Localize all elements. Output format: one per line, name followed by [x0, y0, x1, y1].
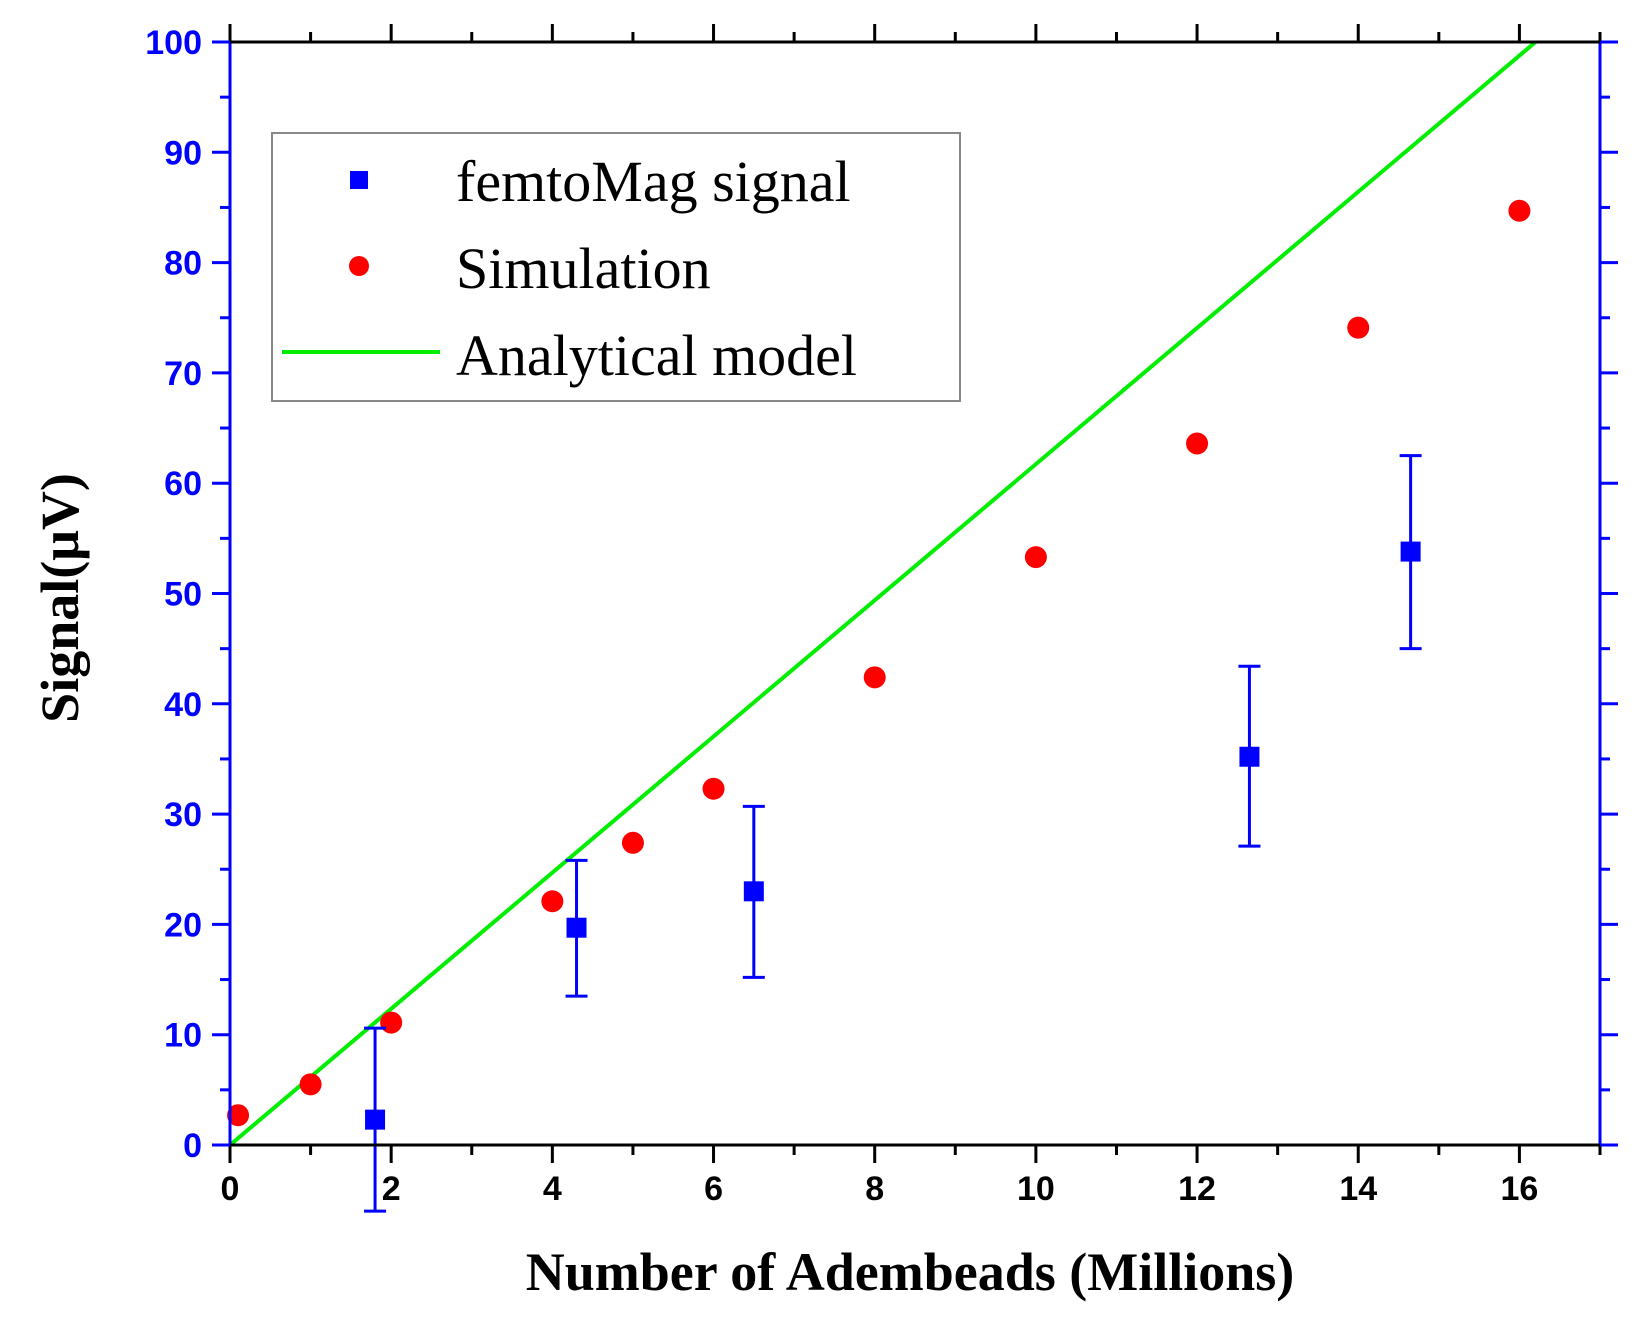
- simulation-point: [380, 1011, 403, 1034]
- legend-marker-simulation: [349, 256, 369, 276]
- y-tick-label: 60: [164, 465, 202, 503]
- y-tick-label: 20: [164, 906, 202, 944]
- analytical-model-line: [228, 40, 1537, 1147]
- simulation-point: [702, 777, 725, 800]
- y-tick-label: 90: [164, 134, 202, 172]
- legend-label-analytical: Analytical model: [456, 323, 857, 388]
- simulation-point: [227, 1104, 250, 1127]
- legend-label-femtomag: femtoMag signal: [456, 149, 851, 214]
- legend-box: [271, 132, 961, 402]
- x-tick-label: 16: [1500, 1170, 1538, 1208]
- x-tick-label: 8: [865, 1170, 884, 1208]
- y-tick-label: 40: [164, 686, 202, 724]
- femtomag-signal-point: [365, 1109, 386, 1130]
- simulation-point: [299, 1073, 322, 1096]
- simulation-point: [541, 890, 564, 913]
- tick-label-layer: 0 2 4 6 8 10 12 14 16 0 10 20 30 40 50 60 70 80 90 100: [145, 24, 1538, 1208]
- simulation-point: [863, 666, 886, 689]
- y-tick-label: 70: [164, 355, 202, 393]
- simulation-point: [1508, 199, 1531, 222]
- x-tick-label: 0: [221, 1170, 240, 1208]
- x-tick-label: 6: [704, 1170, 723, 1208]
- x-axis-label: Number of Adembeads (Millions): [526, 1242, 1295, 1302]
- y-tick-label: 0: [183, 1127, 202, 1165]
- femtomag-signal-point: [1239, 746, 1260, 767]
- simulation-point: [1024, 546, 1047, 569]
- series-layer: [227, 40, 1537, 1213]
- femtomag-signal-point: [566, 917, 587, 938]
- legend: femtoMag signal Simulation Analytical mo…: [271, 132, 961, 402]
- y-tick-label: 100: [145, 24, 202, 62]
- x-tick-label: 2: [382, 1170, 401, 1208]
- y-tick-label: 30: [164, 796, 202, 834]
- simulation-point: [1347, 316, 1370, 339]
- y-tick-label: 10: [164, 1017, 202, 1055]
- x-tick-label: 4: [543, 1170, 562, 1208]
- y-tick-label: 80: [164, 245, 202, 283]
- y-axis-label: Signal(μV): [30, 473, 90, 723]
- legend-marker-femtomag: [350, 171, 368, 189]
- femtomag-signal-point: [1400, 541, 1421, 562]
- y-tick-label: 50: [164, 576, 202, 614]
- simulation-point: [1186, 432, 1209, 455]
- simulation-point: [621, 831, 644, 854]
- x-tick-label: 12: [1178, 1170, 1216, 1208]
- x-tick-label: 10: [1017, 1170, 1055, 1208]
- legend-label-simulation: Simulation: [456, 236, 711, 301]
- ticks-layer: [212, 24, 1618, 1163]
- femtomag-signal-point: [743, 881, 764, 902]
- x-tick-label: 14: [1339, 1170, 1377, 1208]
